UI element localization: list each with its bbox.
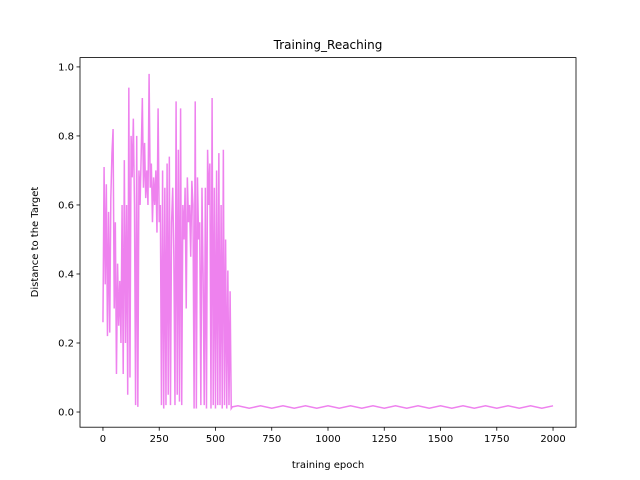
- x-axis-label: training epoch: [292, 460, 364, 471]
- y-tick-label: 0.6: [58, 200, 74, 211]
- x-tick-label: 500: [206, 434, 225, 445]
- chart-title: Training_Reaching: [273, 38, 383, 52]
- y-tick-label: 0.4: [58, 269, 74, 280]
- plot-frame: [79, 57, 577, 428]
- y-axis-label: Distance to the Target: [30, 187, 41, 298]
- x-tick-label: 2000: [540, 434, 565, 445]
- x-tick-label: 250: [150, 434, 169, 445]
- y-tick-label: 0.2: [58, 338, 74, 349]
- y-tick-label: 0.0: [58, 408, 74, 419]
- x-tick-label: 750: [262, 434, 281, 445]
- y-tick-label: 0.8: [58, 131, 74, 142]
- x-tick-label: 1000: [315, 434, 340, 445]
- y-tick-label: 1.0: [58, 62, 74, 73]
- x-tick-label: 1500: [428, 434, 453, 445]
- data-line: [102, 73, 554, 412]
- x-tick-label: 0: [100, 434, 106, 445]
- x-tick-label: 1250: [372, 434, 397, 445]
- x-tick-label: 1750: [484, 434, 509, 445]
